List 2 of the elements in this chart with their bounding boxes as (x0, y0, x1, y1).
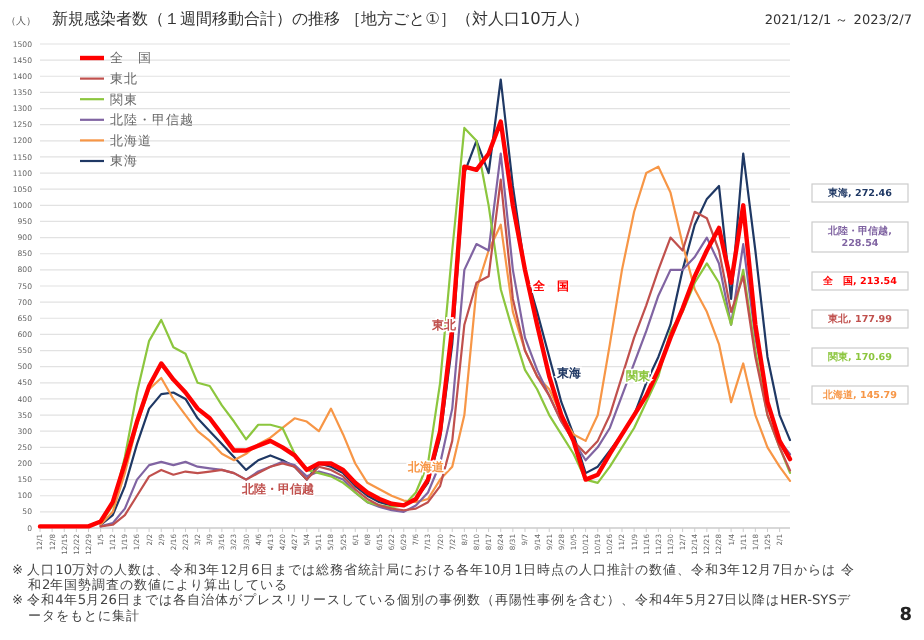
text: 8 (899, 606, 912, 626)
chart-title: 新規感染者数（１週間移動合計）の推移 ［地方ごと①］（対人口10万人） (52, 8, 589, 28)
